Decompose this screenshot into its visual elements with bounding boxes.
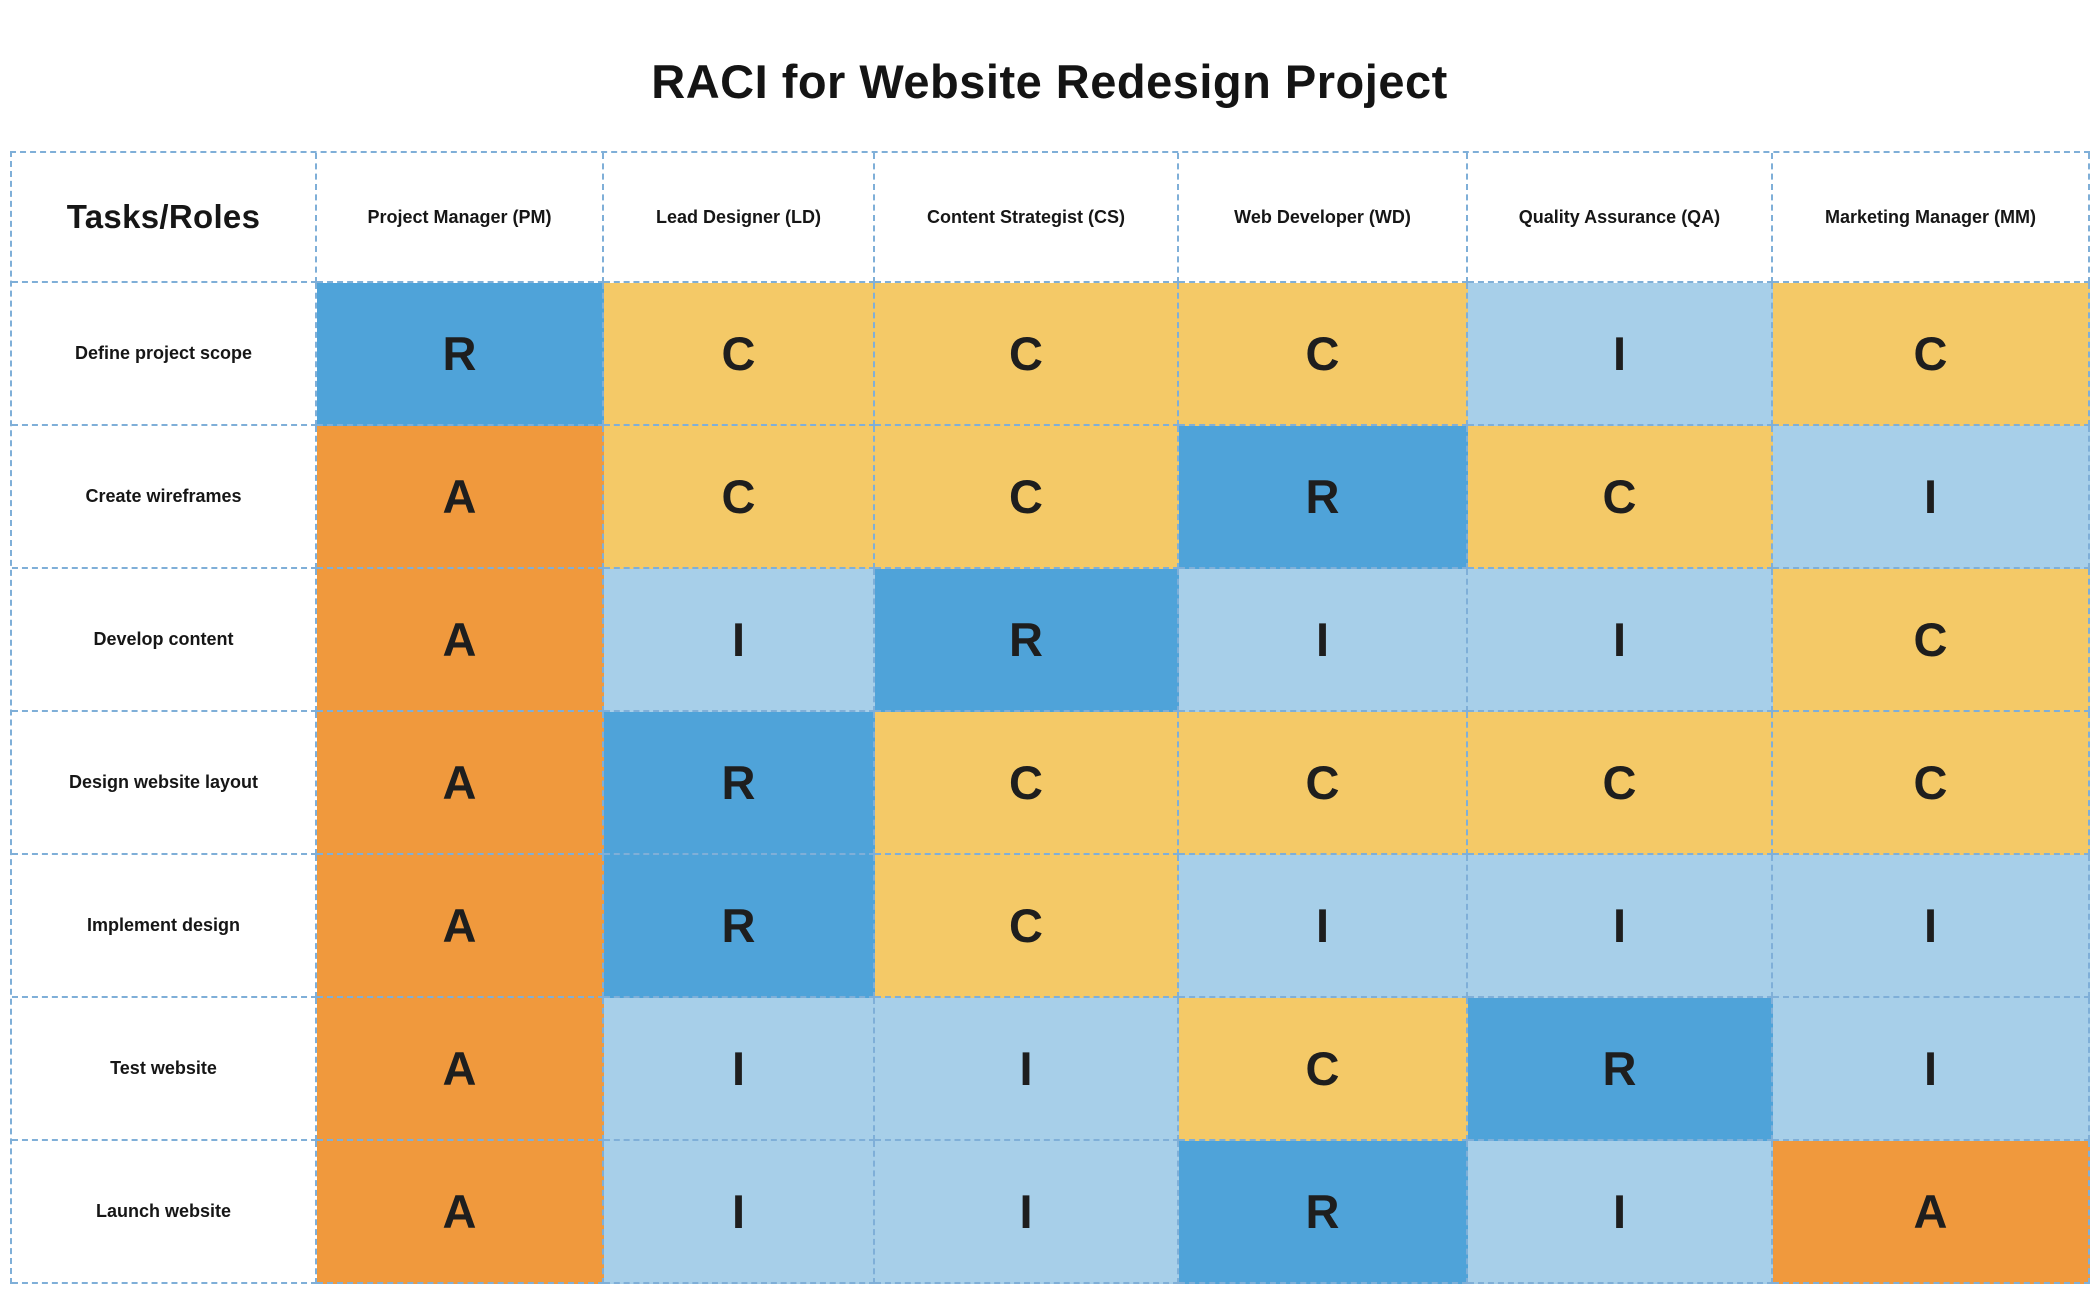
column-header: Content Strategist (CS) (875, 153, 1179, 283)
raci-cell: C (1179, 712, 1468, 855)
raci-cell: C (1773, 283, 2090, 426)
raci-cell: R (1179, 1141, 1468, 1284)
column-header: Lead Designer (LD) (604, 153, 875, 283)
raci-cell: R (875, 569, 1179, 712)
raci-cell: I (1179, 855, 1468, 998)
raci-cell: C (604, 426, 875, 569)
raci-cell: C (875, 855, 1179, 998)
raci-cell: C (875, 426, 1179, 569)
task-label: Design website layout (12, 712, 317, 855)
raci-cell: R (1468, 998, 1773, 1141)
raci-cell: A (317, 426, 604, 569)
raci-cell: R (1179, 426, 1468, 569)
column-header: Quality Assurance (QA) (1468, 153, 1773, 283)
raci-cell: I (1468, 283, 1773, 426)
raci-cell: A (317, 712, 604, 855)
raci-cell: C (1468, 712, 1773, 855)
column-header: Project Manager (PM) (317, 153, 604, 283)
task-label: Test website (12, 998, 317, 1141)
raci-cell: R (604, 855, 875, 998)
task-label: Define project scope (12, 283, 317, 426)
raci-cell: C (875, 712, 1179, 855)
raci-cell: A (317, 569, 604, 712)
raci-cell: R (604, 712, 875, 855)
task-label: Implement design (12, 855, 317, 998)
raci-cell: I (875, 1141, 1179, 1284)
task-label: Launch website (12, 1141, 317, 1284)
raci-cell: A (1773, 1141, 2090, 1284)
raci-cell: I (604, 1141, 875, 1284)
raci-cell: C (1468, 426, 1773, 569)
raci-cell: I (1773, 426, 2090, 569)
column-header: Marketing Manager (MM) (1773, 153, 2090, 283)
raci-cell: C (1773, 569, 2090, 712)
raci-cell: C (1773, 712, 2090, 855)
raci-cell: I (1773, 998, 2090, 1141)
raci-cell: I (1773, 855, 2090, 998)
raci-cell: A (317, 855, 604, 998)
raci-cell: I (604, 998, 875, 1141)
raci-cell: C (875, 283, 1179, 426)
raci-matrix-table: Tasks/Roles Project Manager (PM) Lead Des… (10, 151, 2090, 1284)
raci-cell: R (317, 283, 604, 426)
column-header: Web Developer (WD) (1179, 153, 1468, 283)
task-label: Create wireframes (12, 426, 317, 569)
raci-cell: I (1179, 569, 1468, 712)
raci-cell: C (604, 283, 875, 426)
raci-cell: I (604, 569, 875, 712)
raci-cell: C (1179, 283, 1468, 426)
corner-header-tasks-roles: Tasks/Roles (12, 153, 317, 283)
raci-cell: C (1179, 998, 1468, 1141)
task-label: Develop content (12, 569, 317, 712)
raci-cell: A (317, 998, 604, 1141)
raci-cell: A (317, 1141, 604, 1284)
raci-cell: I (875, 998, 1179, 1141)
raci-cell: I (1468, 569, 1773, 712)
raci-cell: I (1468, 855, 1773, 998)
chart-title: RACI for Website Redesign Project (651, 55, 1448, 108)
raci-cell: I (1468, 1141, 1773, 1284)
